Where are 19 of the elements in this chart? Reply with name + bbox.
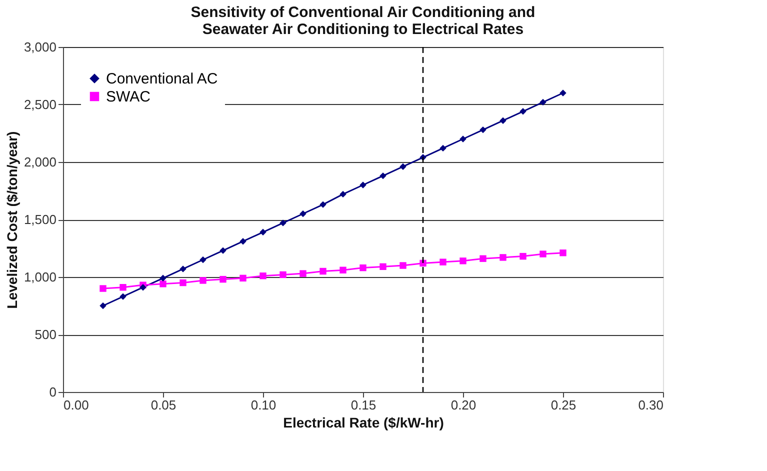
- x-tick-label: 0.05: [150, 398, 176, 412]
- x-tick-label: 0.10: [250, 398, 276, 412]
- y-tick-label: 500: [34, 327, 56, 342]
- y-tick-label: 1,500: [24, 212, 56, 227]
- y-tick-label: 1,000: [24, 270, 56, 284]
- y-tick-label: 3,000: [24, 40, 56, 54]
- x-tick-label: 0.30: [638, 398, 664, 412]
- y-tick-label: 2,500: [24, 97, 56, 112]
- x-axis-title: Electrical Rate ($/kW-hr): [283, 414, 444, 430]
- y-axis-title: Levelized Cost ($/ton/year): [4, 131, 20, 309]
- legend-label: Conventional AC: [106, 70, 218, 88]
- y-tick-label: 0: [49, 384, 56, 400]
- x-tick-label: 0.25: [550, 398, 576, 412]
- y-tick-label: 2,000: [24, 154, 56, 170]
- chart-title: Sensitivity of Conventional Air Conditioning and Seawater Air Conditioning to Electrical Rates: [190, 4, 536, 38]
- x-tick-label: 0.15: [350, 398, 376, 412]
- legend-label: SWAC: [106, 88, 151, 106]
- x-tick-label: 0.00: [64, 398, 89, 412]
- x-tick-label: 0.20: [450, 398, 476, 412]
